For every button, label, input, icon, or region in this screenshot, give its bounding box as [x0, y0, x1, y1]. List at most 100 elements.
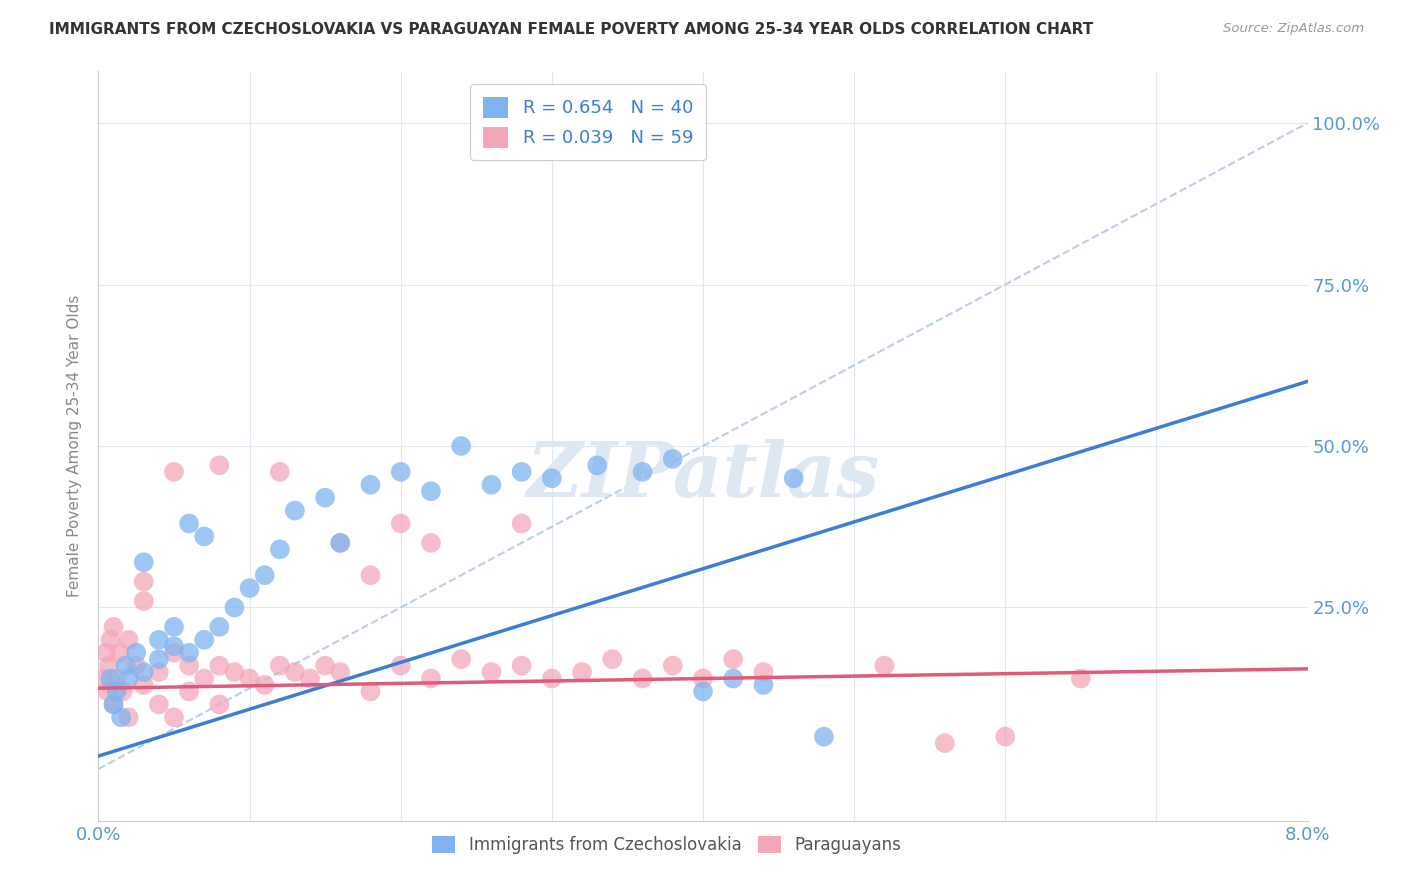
Point	[450, 652, 472, 666]
Point	[179, 516, 201, 531]
Point	[148, 665, 170, 679]
Point	[163, 710, 186, 724]
Point	[132, 574, 155, 589]
Point	[420, 484, 443, 499]
Point	[208, 658, 231, 673]
Point	[510, 516, 533, 531]
Point	[132, 594, 155, 608]
Point	[111, 684, 134, 698]
Point	[148, 652, 170, 666]
Point	[420, 536, 443, 550]
Point	[132, 665, 155, 679]
Point	[389, 658, 412, 673]
Point	[193, 529, 215, 543]
Point	[299, 672, 322, 686]
Point	[253, 568, 276, 582]
Point	[602, 652, 624, 666]
Point	[193, 632, 215, 647]
Point	[224, 600, 246, 615]
Text: Source: ZipAtlas.com: Source: ZipAtlas.com	[1223, 22, 1364, 36]
Point	[873, 658, 896, 673]
Point	[540, 672, 562, 686]
Point	[1070, 672, 1092, 686]
Point	[269, 658, 291, 673]
Point	[692, 672, 714, 686]
Point	[100, 632, 122, 647]
Point	[118, 710, 141, 724]
Point	[360, 684, 382, 698]
Point	[783, 471, 806, 485]
Point	[163, 465, 186, 479]
Point	[96, 684, 118, 698]
Text: IMMIGRANTS FROM CZECHOSLOVAKIA VS PARAGUAYAN FEMALE POVERTY AMONG 25-34 YEAR OLD: IMMIGRANTS FROM CZECHOSLOVAKIA VS PARAGU…	[49, 22, 1094, 37]
Point	[114, 658, 136, 673]
Point	[481, 477, 503, 491]
Point	[103, 698, 125, 712]
Point	[420, 672, 443, 686]
Point	[193, 672, 215, 686]
Point	[510, 465, 533, 479]
Point	[586, 458, 609, 473]
Point	[103, 620, 125, 634]
Point	[132, 555, 155, 569]
Point	[284, 665, 307, 679]
Point	[163, 646, 186, 660]
Point	[329, 536, 352, 550]
Point	[510, 658, 533, 673]
Legend: Immigrants from Czechoslovakia, Paraguayans: Immigrants from Czechoslovakia, Paraguay…	[425, 830, 908, 861]
Point	[389, 516, 412, 531]
Point	[163, 620, 186, 634]
Point	[631, 672, 654, 686]
Point	[179, 658, 201, 673]
Point	[450, 439, 472, 453]
Point	[118, 672, 141, 686]
Point	[360, 568, 382, 582]
Text: ZIPatlas: ZIPatlas	[526, 439, 880, 513]
Point	[208, 458, 231, 473]
Point	[98, 658, 121, 673]
Point	[269, 465, 291, 479]
Point	[571, 665, 593, 679]
Point	[692, 684, 714, 698]
Point	[631, 465, 654, 479]
Point	[224, 665, 246, 679]
Point	[314, 491, 336, 505]
Point	[389, 465, 412, 479]
Point	[329, 665, 352, 679]
Point	[481, 665, 503, 679]
Point	[148, 632, 170, 647]
Point	[108, 646, 131, 660]
Point	[934, 736, 956, 750]
Point	[94, 646, 117, 660]
Point	[179, 646, 201, 660]
Point	[208, 698, 231, 712]
Point	[813, 730, 835, 744]
Point	[661, 658, 683, 673]
Point	[110, 710, 132, 724]
Point	[125, 646, 148, 660]
Point	[540, 471, 562, 485]
Point	[105, 672, 128, 686]
Point	[723, 672, 745, 686]
Point	[994, 730, 1017, 744]
Point	[125, 658, 148, 673]
Point	[148, 698, 170, 712]
Point	[239, 672, 262, 686]
Point	[100, 672, 122, 686]
Point	[661, 451, 683, 466]
Point	[752, 665, 775, 679]
Point	[163, 639, 186, 653]
Point	[723, 652, 745, 666]
Point	[329, 536, 352, 550]
Point	[284, 503, 307, 517]
Point	[179, 684, 201, 698]
Point	[752, 678, 775, 692]
Point	[103, 698, 125, 712]
Y-axis label: Female Poverty Among 25-34 Year Olds: Female Poverty Among 25-34 Year Olds	[67, 295, 83, 597]
Point	[208, 620, 231, 634]
Point	[360, 477, 382, 491]
Point	[239, 581, 262, 595]
Point	[118, 632, 141, 647]
Point	[132, 678, 155, 692]
Point	[314, 658, 336, 673]
